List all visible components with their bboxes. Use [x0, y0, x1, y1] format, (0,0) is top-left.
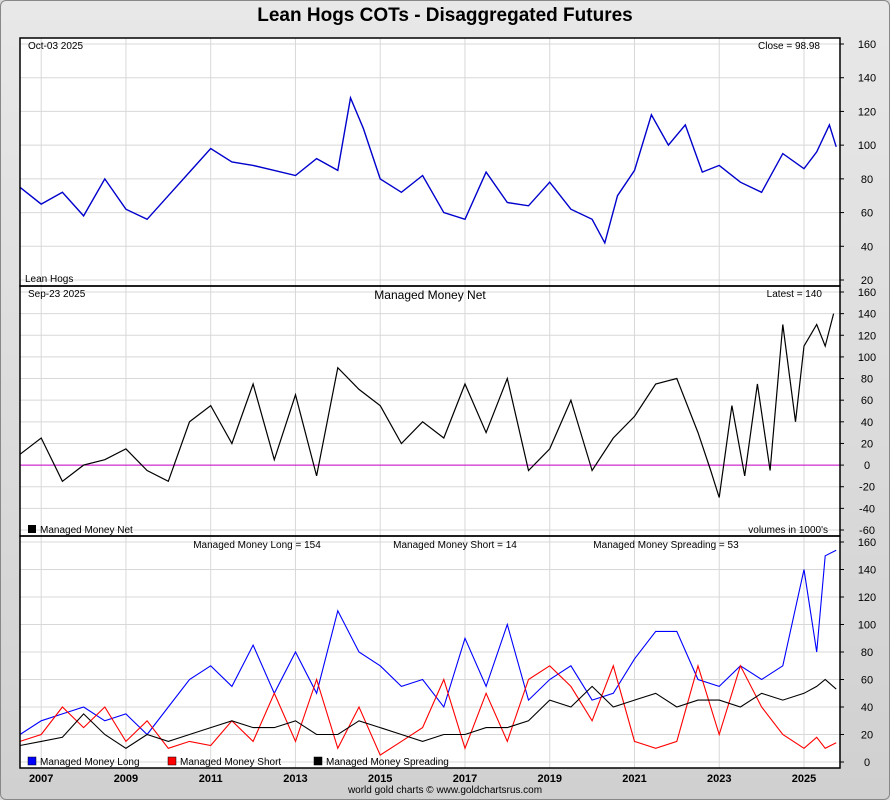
position-value-label: Managed Money Spreading = 53 [593, 540, 739, 551]
net-series-line [19, 313, 835, 498]
y-tick-label: 40 [861, 417, 873, 429]
x-tick-label: 2019 [537, 773, 561, 785]
y-tick-label: 140 [858, 309, 876, 321]
x-tick-label: 2013 [283, 773, 307, 785]
y-tick-label: 20 [861, 275, 873, 287]
net-date-label: Sep-23 2025 [28, 289, 86, 300]
y-tick-label: 60 [861, 395, 873, 407]
net-legend-label: Managed Money Net [40, 525, 133, 536]
legend-swatch-spreading [313, 756, 323, 766]
price-legend-label: Lean Hogs [25, 274, 73, 285]
legend-swatch-long [27, 756, 37, 766]
x-tick-label: 2015 [368, 773, 392, 785]
y-tick-label: 80 [861, 374, 873, 386]
x-tick-label: 2017 [453, 773, 477, 785]
position-value-label: Managed Money Long = 154 [193, 540, 321, 551]
net-panel-title: Managed Money Net [374, 288, 486, 302]
y-tick-label: 160 [858, 287, 876, 299]
series-line-long [19, 549, 837, 736]
y-tick-label: 80 [861, 647, 873, 659]
legend-label-short: Managed Money Short [180, 757, 281, 768]
page-title: Lean Hogs COTs - Disaggregated Futures [257, 5, 633, 26]
legend-label-spreading: Managed Money Spreading [326, 757, 449, 768]
x-tick-label: 2023 [707, 773, 731, 785]
legend-swatch-short [167, 756, 177, 766]
net-legend-swatch [28, 525, 36, 533]
x-tick-label: 2009 [114, 773, 138, 785]
series-line-spreading [19, 678, 837, 749]
position-value-label: Managed Money Short = 14 [393, 540, 517, 551]
y-tick-label: 80 [861, 174, 873, 186]
y-tick-label: 120 [858, 106, 876, 118]
price-series-line [19, 95, 837, 245]
x-tick-label: 2011 [199, 773, 223, 785]
panel-background-1 [20, 38, 840, 286]
y-tick-label: 100 [858, 620, 876, 632]
panel-background-2 [20, 286, 840, 536]
y-tick-label: -20 [859, 482, 875, 494]
y-tick-label: 160 [858, 39, 876, 51]
y-tick-label: 140 [858, 73, 876, 85]
y-tick-label: 100 [858, 140, 876, 152]
y-tick-label: -40 [859, 503, 875, 515]
legend-label-long: Managed Money Long [40, 757, 140, 768]
units-label: volumes in 1000's [748, 525, 828, 536]
y-tick-label: 120 [858, 592, 876, 604]
y-tick-label: -60 [859, 525, 875, 537]
y-tick-label: 40 [861, 241, 873, 253]
y-tick-label: 20 [861, 438, 873, 450]
price-date-label: Oct-03 2025 [28, 41, 83, 52]
y-tick-label: 0 [864, 757, 870, 769]
x-tick-label: 2021 [622, 773, 646, 785]
y-tick-label: 60 [861, 208, 873, 220]
y-tick-label: 160 [858, 537, 876, 549]
y-tick-label: 100 [858, 352, 876, 364]
y-tick-label: 60 [861, 675, 873, 687]
panel-border-3 [19, 535, 841, 769]
y-tick-label: 40 [861, 702, 873, 714]
net-latest-label: Latest = 140 [767, 289, 823, 300]
footer-credit: world gold charts © www.goldchartsrus.co… [347, 785, 543, 796]
y-tick-label: 0 [864, 460, 870, 472]
price-close-label: Close = 98.98 [758, 41, 820, 52]
x-tick-label: 2007 [29, 773, 53, 785]
y-tick-label: 140 [858, 565, 876, 577]
y-tick-label: 120 [858, 330, 876, 342]
y-tick-label: 20 [861, 730, 873, 742]
x-tick-label: 2025 [792, 773, 816, 785]
